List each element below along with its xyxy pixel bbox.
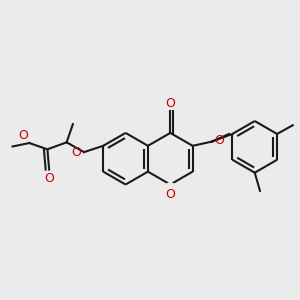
Circle shape bbox=[165, 183, 175, 193]
Text: O: O bbox=[71, 146, 81, 159]
Text: O: O bbox=[44, 172, 54, 184]
Text: O: O bbox=[165, 188, 175, 201]
Text: O: O bbox=[214, 134, 224, 147]
Text: O: O bbox=[18, 129, 28, 142]
Text: O: O bbox=[165, 97, 175, 110]
